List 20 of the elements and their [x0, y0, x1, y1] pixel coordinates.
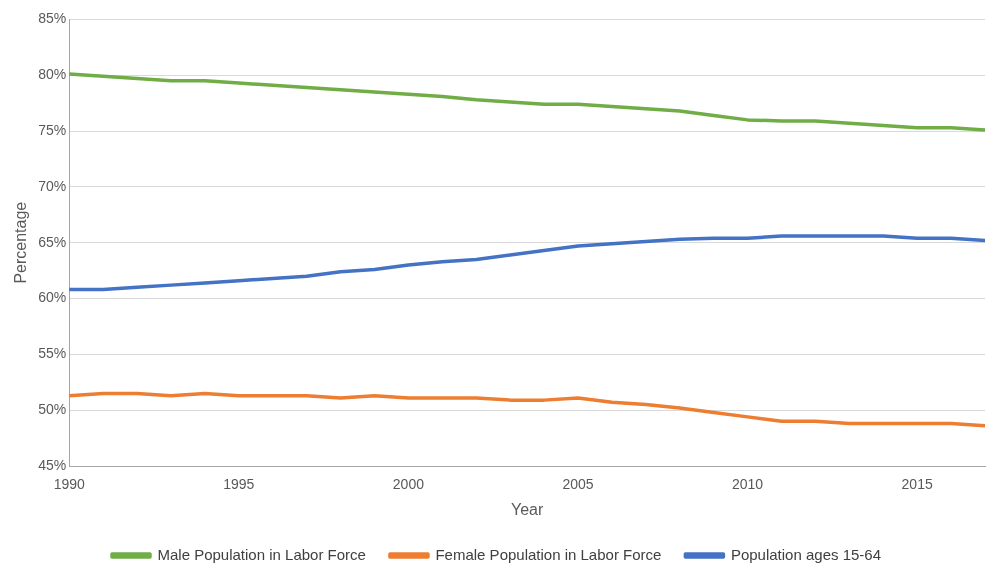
x-tick-label: 2005	[562, 476, 594, 493]
legend-label: Female Population in Labor Force	[435, 545, 662, 563]
y-tick-label: 85%	[38, 10, 67, 27]
y-tick-label: 70%	[38, 177, 67, 194]
x-axis-title: Year	[510, 500, 544, 518]
x-tick-label: 2015	[901, 476, 933, 493]
y-tick-label: 60%	[38, 289, 67, 306]
x-tick-label: 1990	[53, 476, 85, 493]
x-tick-label: 2000	[392, 476, 425, 493]
y-tick-label: 75%	[38, 121, 67, 138]
legend-label: Male Population in Labor Force	[157, 545, 366, 563]
y-axis-title: Percentage	[12, 201, 30, 284]
y-tick-label: 65%	[38, 233, 67, 250]
x-tick-label: 2010	[732, 476, 764, 493]
y-tick-label: 80%	[38, 66, 67, 83]
y-tick-label: 50%	[38, 401, 67, 418]
legend-label: Population ages 15-64	[730, 545, 882, 563]
y-tick-label: 55%	[38, 345, 67, 362]
y-tick-label: 45%	[38, 456, 67, 473]
x-tick-label: 1995	[223, 476, 255, 493]
